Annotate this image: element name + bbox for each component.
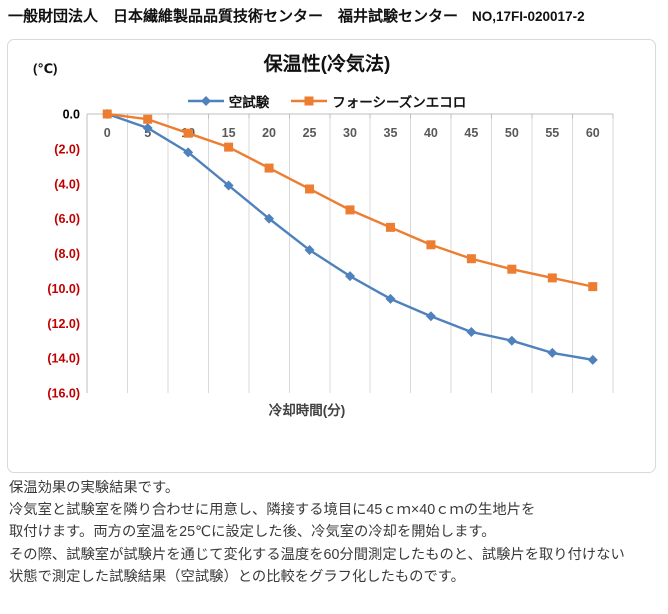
chart-legend: 空試験 フォーシーズンエコロ — [7, 91, 647, 111]
svg-text:(10.0): (10.0) — [47, 282, 80, 296]
svg-text:0.0: 0.0 — [63, 108, 80, 122]
y-axis-unit-label: (℃) — [33, 61, 58, 76]
legend-item-ecolo: フォーシーズンエコロ — [291, 91, 466, 111]
svg-text:20: 20 — [262, 126, 276, 140]
description-block: 保温効果の実験結果です。 冷気室と試験室を隣り合わせに用意し、隣接する境目に45… — [9, 477, 664, 588]
legend-label-blank-test: 空試験 — [228, 95, 270, 110]
x-axis-title: 冷却時間(分) — [268, 403, 346, 418]
svg-text:0: 0 — [104, 126, 111, 140]
svg-text:(6.0): (6.0) — [54, 212, 80, 226]
svg-text:50: 50 — [505, 126, 519, 140]
svg-text:(8.0): (8.0) — [54, 247, 80, 261]
svg-text:30: 30 — [343, 126, 357, 140]
svg-text:25: 25 — [303, 126, 317, 140]
legend-label-ecolo: フォーシーズンエコロ — [332, 95, 467, 110]
description-line: 取付けます。両方の室温を25℃に設定した後、冷気室の冷却を開始します。 — [9, 524, 496, 541]
svg-text:55: 55 — [545, 126, 559, 140]
svg-text:(16.0): (16.0) — [47, 387, 80, 401]
description-line: 保温効果の実験結果です。 — [9, 480, 180, 496]
svg-text:60: 60 — [586, 126, 600, 140]
svg-text:(4.0): (4.0) — [54, 177, 80, 191]
legend-item-blank-test: 空試験 — [187, 91, 270, 111]
svg-text:35: 35 — [384, 126, 398, 140]
report-number: NO,17FI-020017-2 — [472, 9, 585, 24]
svg-text:5: 5 — [144, 126, 151, 140]
page-header: 一般財団法人 日本繊維製品品質技術センター 福井試験センター NO,17FI-0… — [8, 5, 585, 26]
svg-text:(2.0): (2.0) — [54, 142, 80, 156]
ecolo-line-icon — [291, 96, 328, 106]
svg-text:45: 45 — [464, 126, 478, 140]
svg-text:40: 40 — [424, 126, 438, 140]
chart-title: 保温性(冷気法) — [263, 54, 391, 75]
line-chart: 0510152025303540455055600.0(2.0)(4.0)(6.… — [47, 108, 614, 401]
svg-text:(12.0): (12.0) — [47, 317, 80, 331]
description-line: 状態で測定した試験結果（空試験）との比較をグラフ化したものです。 — [9, 568, 465, 585]
description-line: その際、試験室が試験片を通じて変化する温度を60分間測定したものと、試験片を取り… — [9, 546, 625, 563]
description-line: 冷気室と試験室を隣り合わせに用意し、隣接する境目に45ｃｍ×40ｃｍの生地片を — [9, 502, 536, 519]
chart-frame — [7, 39, 656, 473]
organization-name: 一般財団法人 日本繊維製品品質技術センター 福井試験センター — [8, 8, 459, 25]
svg-text:15: 15 — [222, 126, 236, 140]
svg-text:(14.0): (14.0) — [47, 352, 80, 366]
blank-test-line-icon — [187, 96, 224, 106]
